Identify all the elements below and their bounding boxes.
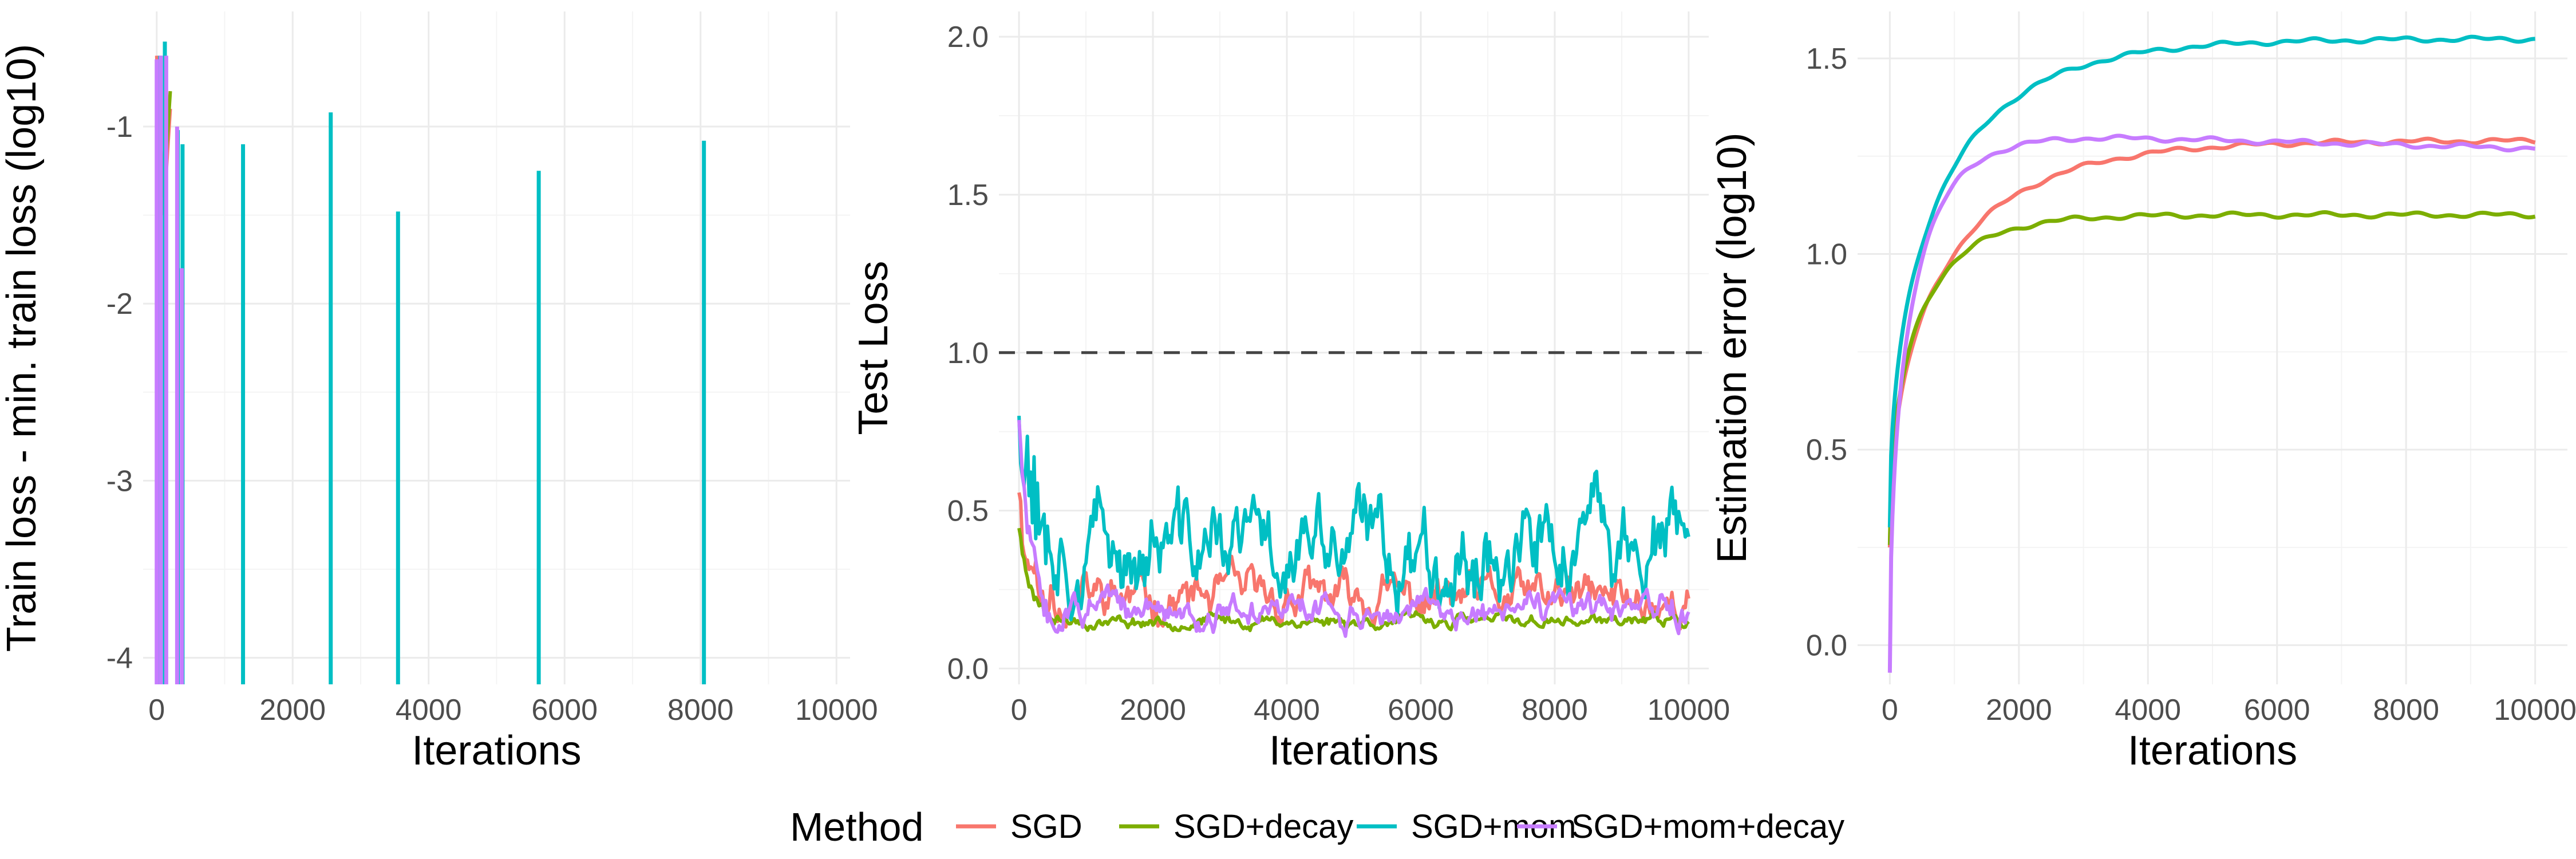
x-tick-label: 10000 — [795, 693, 878, 727]
x-tick-label: 2000 — [1120, 693, 1186, 727]
legend-item: SGD — [956, 808, 1082, 845]
series-sgd-decay-line — [1017, 527, 1690, 632]
x-tick-label: 4000 — [1254, 693, 1320, 727]
y-tick-label: -1 — [106, 111, 133, 144]
x-tick-label: 4000 — [2115, 693, 2181, 727]
x-tick-label: 10000 — [2494, 693, 2576, 727]
y-tick-label: 0.5 — [1806, 434, 1847, 467]
y-axis-title: Test Loss — [851, 261, 896, 435]
y-tick-label: 0.5 — [947, 495, 989, 528]
y-tick-label: 1.5 — [1806, 42, 1847, 76]
x-tick-label: 6000 — [2244, 693, 2310, 727]
series-sgd-mom-decay-line — [1887, 133, 2536, 673]
x-tick-label: 0 — [148, 693, 165, 727]
legend-label: SGD — [1010, 808, 1082, 845]
legend-label: SGD+decay — [1174, 808, 1353, 845]
legend-label: SGD+mom+decay — [1571, 808, 1844, 845]
x-tick-label: 6000 — [1388, 693, 1454, 727]
series-sgd-mom-line — [1887, 34, 2536, 527]
series-sgd-mom-line — [1017, 415, 1690, 622]
legend-item: SGD+mom+decay — [1517, 808, 1844, 845]
panel-estimation-error: 0 2000 4000 6000 8000 10000 0.0 0.5 1.0 1.5 Iterat… — [1709, 11, 2576, 774]
x-tick-label: 2000 — [259, 693, 326, 727]
x-axis-title: Iterations — [412, 728, 581, 774]
series-sgd-mom-decay-line — [1017, 420, 1690, 638]
y-axis-title: Train loss - min. train loss (log10) — [0, 44, 45, 652]
y-tick-label: 0.0 — [1806, 629, 1847, 663]
x-tick-label: 10000 — [1647, 693, 1730, 727]
series-sgd-line — [1017, 492, 1690, 631]
y-tick-label: 1.0 — [947, 337, 989, 370]
series-sgd-line — [1887, 136, 2536, 547]
x-tick-label: 2000 — [1986, 693, 2052, 727]
x-axis-title: Iterations — [2128, 728, 2297, 774]
panel-train-loss: 0 2000 4000 6000 8000 10000 -4 -3 -2 -1 Iterations… — [0, 11, 878, 774]
y-tick-label: 1.5 — [947, 179, 989, 212]
series-lines — [155, 41, 706, 684]
legend-title: Method — [790, 805, 923, 849]
x-axis-title: Iterations — [1269, 728, 1439, 774]
series-lines — [1887, 34, 2536, 673]
x-tick-label: 4000 — [396, 693, 462, 727]
y-tick-label: -4 — [106, 642, 133, 675]
y-tick-label: -2 — [106, 287, 133, 321]
x-tick-label: 0 — [1011, 693, 1028, 727]
y-tick-label: 2.0 — [947, 21, 989, 54]
x-tick-label: 8000 — [1522, 693, 1588, 727]
panel-test-loss: 0 2000 4000 6000 8000 10000 0.0 0.5 1.0 1.5 2.0 Ite… — [851, 11, 1730, 774]
x-tick-label: 0 — [1882, 693, 1898, 727]
series-lines — [1017, 415, 1690, 638]
y-tick-label: 1.0 — [1806, 238, 1847, 271]
y-tick-label: 0.0 — [947, 652, 989, 685]
series-sgd-decay-line — [1887, 210, 2536, 545]
legend-item: SGD+decay — [1119, 808, 1353, 845]
y-tick-label: -3 — [106, 464, 133, 498]
y-axis-title: Estimation error (log10) — [1709, 132, 1755, 563]
x-tick-label: 6000 — [531, 693, 598, 727]
x-tick-label: 8000 — [2373, 693, 2439, 727]
x-tick-label: 8000 — [667, 693, 734, 727]
